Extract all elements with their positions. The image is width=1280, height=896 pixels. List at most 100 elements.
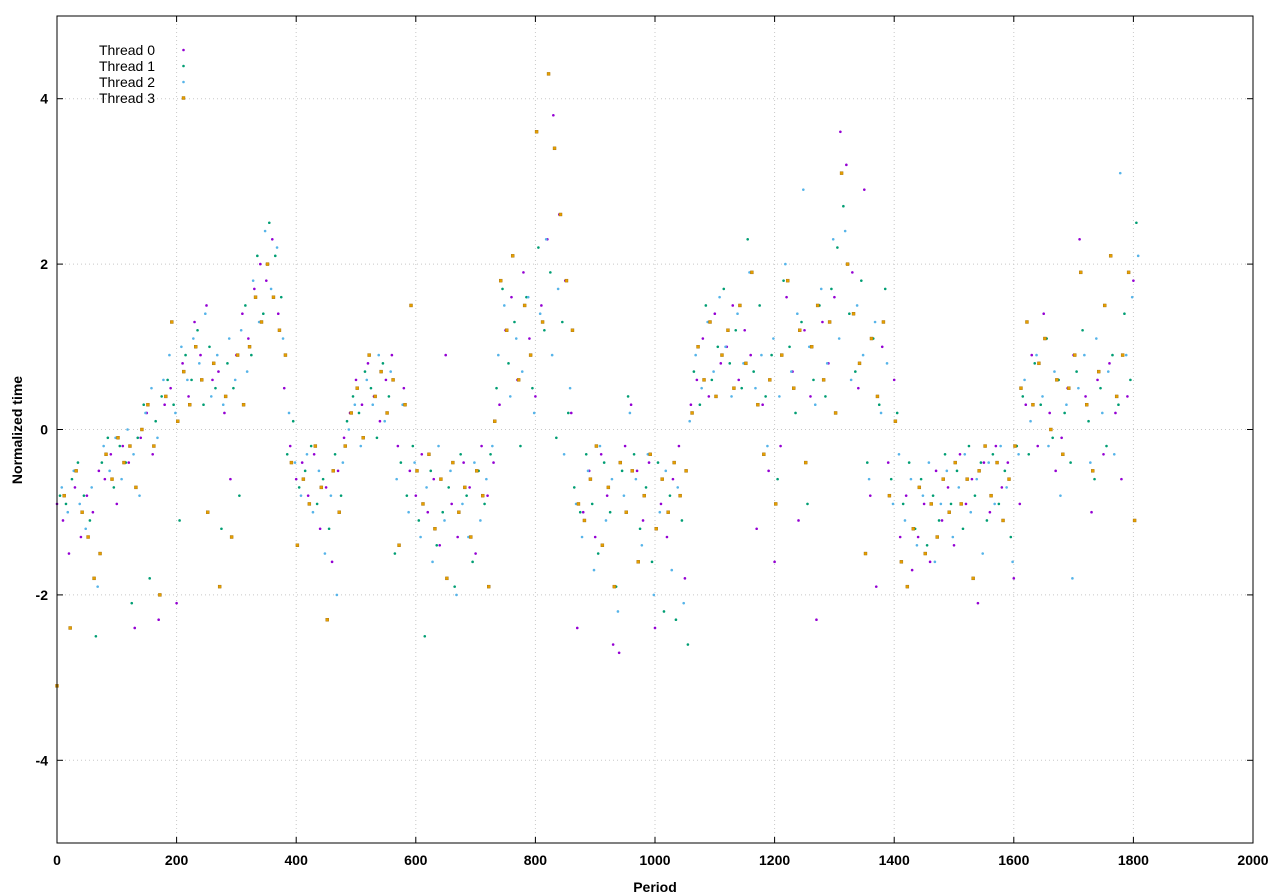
- data-point: [780, 353, 784, 357]
- data-point: [289, 460, 294, 465]
- data-point: [718, 295, 721, 299]
- data-point: [654, 527, 658, 531]
- data-point: [265, 279, 268, 282]
- data-point: [385, 411, 389, 415]
- data-point: [1003, 469, 1007, 473]
- data-point: [690, 411, 694, 415]
- data-point: [148, 577, 151, 580]
- data-point: [1021, 395, 1025, 398]
- data-point: [636, 560, 640, 564]
- data-point: [221, 403, 225, 406]
- data-point: [522, 271, 525, 274]
- data-point: [387, 395, 391, 398]
- data-point: [678, 493, 682, 498]
- data-point: [438, 543, 442, 547]
- data-point: [981, 552, 985, 555]
- data-point: [324, 486, 328, 489]
- data-point: [493, 419, 497, 423]
- data-point: [1126, 395, 1129, 398]
- data-point: [461, 502, 464, 506]
- data-point: [626, 395, 630, 398]
- data-point: [176, 419, 180, 423]
- data-point: [807, 345, 811, 349]
- data-point: [373, 394, 377, 399]
- data-point: [967, 444, 971, 448]
- data-point: [704, 304, 708, 307]
- data-point: [175, 601, 178, 605]
- data-point: [839, 130, 842, 134]
- data-point: [821, 320, 824, 324]
- data-point: [306, 494, 310, 497]
- data-point: [341, 461, 345, 464]
- data-point: [927, 461, 931, 464]
- data-point: [157, 618, 160, 622]
- x-tick-label: 1200: [759, 852, 790, 868]
- y-tick-label: 0: [40, 422, 48, 438]
- data-point: [666, 510, 670, 514]
- data-point: [963, 453, 967, 456]
- legend-label: Thread 1: [99, 58, 155, 74]
- data-point: [303, 469, 307, 473]
- data-point: [650, 560, 654, 564]
- data-point: [782, 279, 785, 282]
- data-point: [110, 477, 114, 481]
- data-point: [220, 527, 223, 531]
- data-point: [1055, 378, 1059, 382]
- x-tick-label: 2000: [1237, 852, 1268, 868]
- data-point: [462, 461, 465, 464]
- data-point: [598, 444, 602, 448]
- data-point: [389, 370, 392, 373]
- data-point: [952, 543, 956, 547]
- data-point: [949, 502, 953, 506]
- data-point: [827, 320, 832, 324]
- data-point: [432, 477, 436, 481]
- data-point: [139, 436, 143, 440]
- data-point: [710, 378, 714, 382]
- data-point: [664, 469, 668, 473]
- data-point: [408, 469, 412, 473]
- data-point: [121, 444, 125, 448]
- data-point: [1071, 577, 1074, 580]
- data-point: [473, 461, 476, 464]
- data-point: [903, 519, 907, 522]
- data-point: [138, 494, 141, 497]
- data-point: [997, 502, 1001, 506]
- data-point: [437, 444, 440, 448]
- data-point: [648, 452, 652, 457]
- data-point: [590, 502, 594, 506]
- data-point: [863, 551, 868, 556]
- data-point: [146, 402, 150, 407]
- data-point: [366, 362, 370, 365]
- data-point: [367, 353, 371, 357]
- data-point: [877, 403, 881, 406]
- data-point: [794, 411, 797, 415]
- data-point: [1112, 453, 1116, 456]
- data-point: [843, 229, 847, 233]
- data-point: [564, 278, 569, 283]
- data-point: [1067, 386, 1071, 390]
- data-point: [702, 378, 706, 382]
- data-point: [605, 494, 609, 497]
- legend-marker: [182, 64, 185, 68]
- data-point: [1047, 444, 1050, 448]
- data-point: [363, 370, 367, 373]
- data-point: [671, 477, 675, 481]
- data-point: [538, 312, 542, 316]
- data-point: [971, 576, 975, 581]
- data-point: [444, 353, 448, 357]
- data-point: [1093, 477, 1096, 481]
- data-point: [973, 494, 977, 497]
- data-point: [309, 444, 313, 448]
- data-point: [785, 295, 788, 299]
- data-point: [1053, 370, 1056, 373]
- data-point: [712, 370, 715, 373]
- data-point: [150, 386, 153, 390]
- data-point: [217, 370, 220, 373]
- data-point: [112, 486, 116, 489]
- data-point: [647, 461, 651, 464]
- data-point: [1108, 254, 1113, 258]
- x-tick-labels: 0 200 400 600 800 1000 1200 1400 1600 1800 2000: [53, 852, 1269, 868]
- data-point: [229, 477, 232, 481]
- data-point: [163, 403, 166, 406]
- data-point: [1111, 353, 1114, 357]
